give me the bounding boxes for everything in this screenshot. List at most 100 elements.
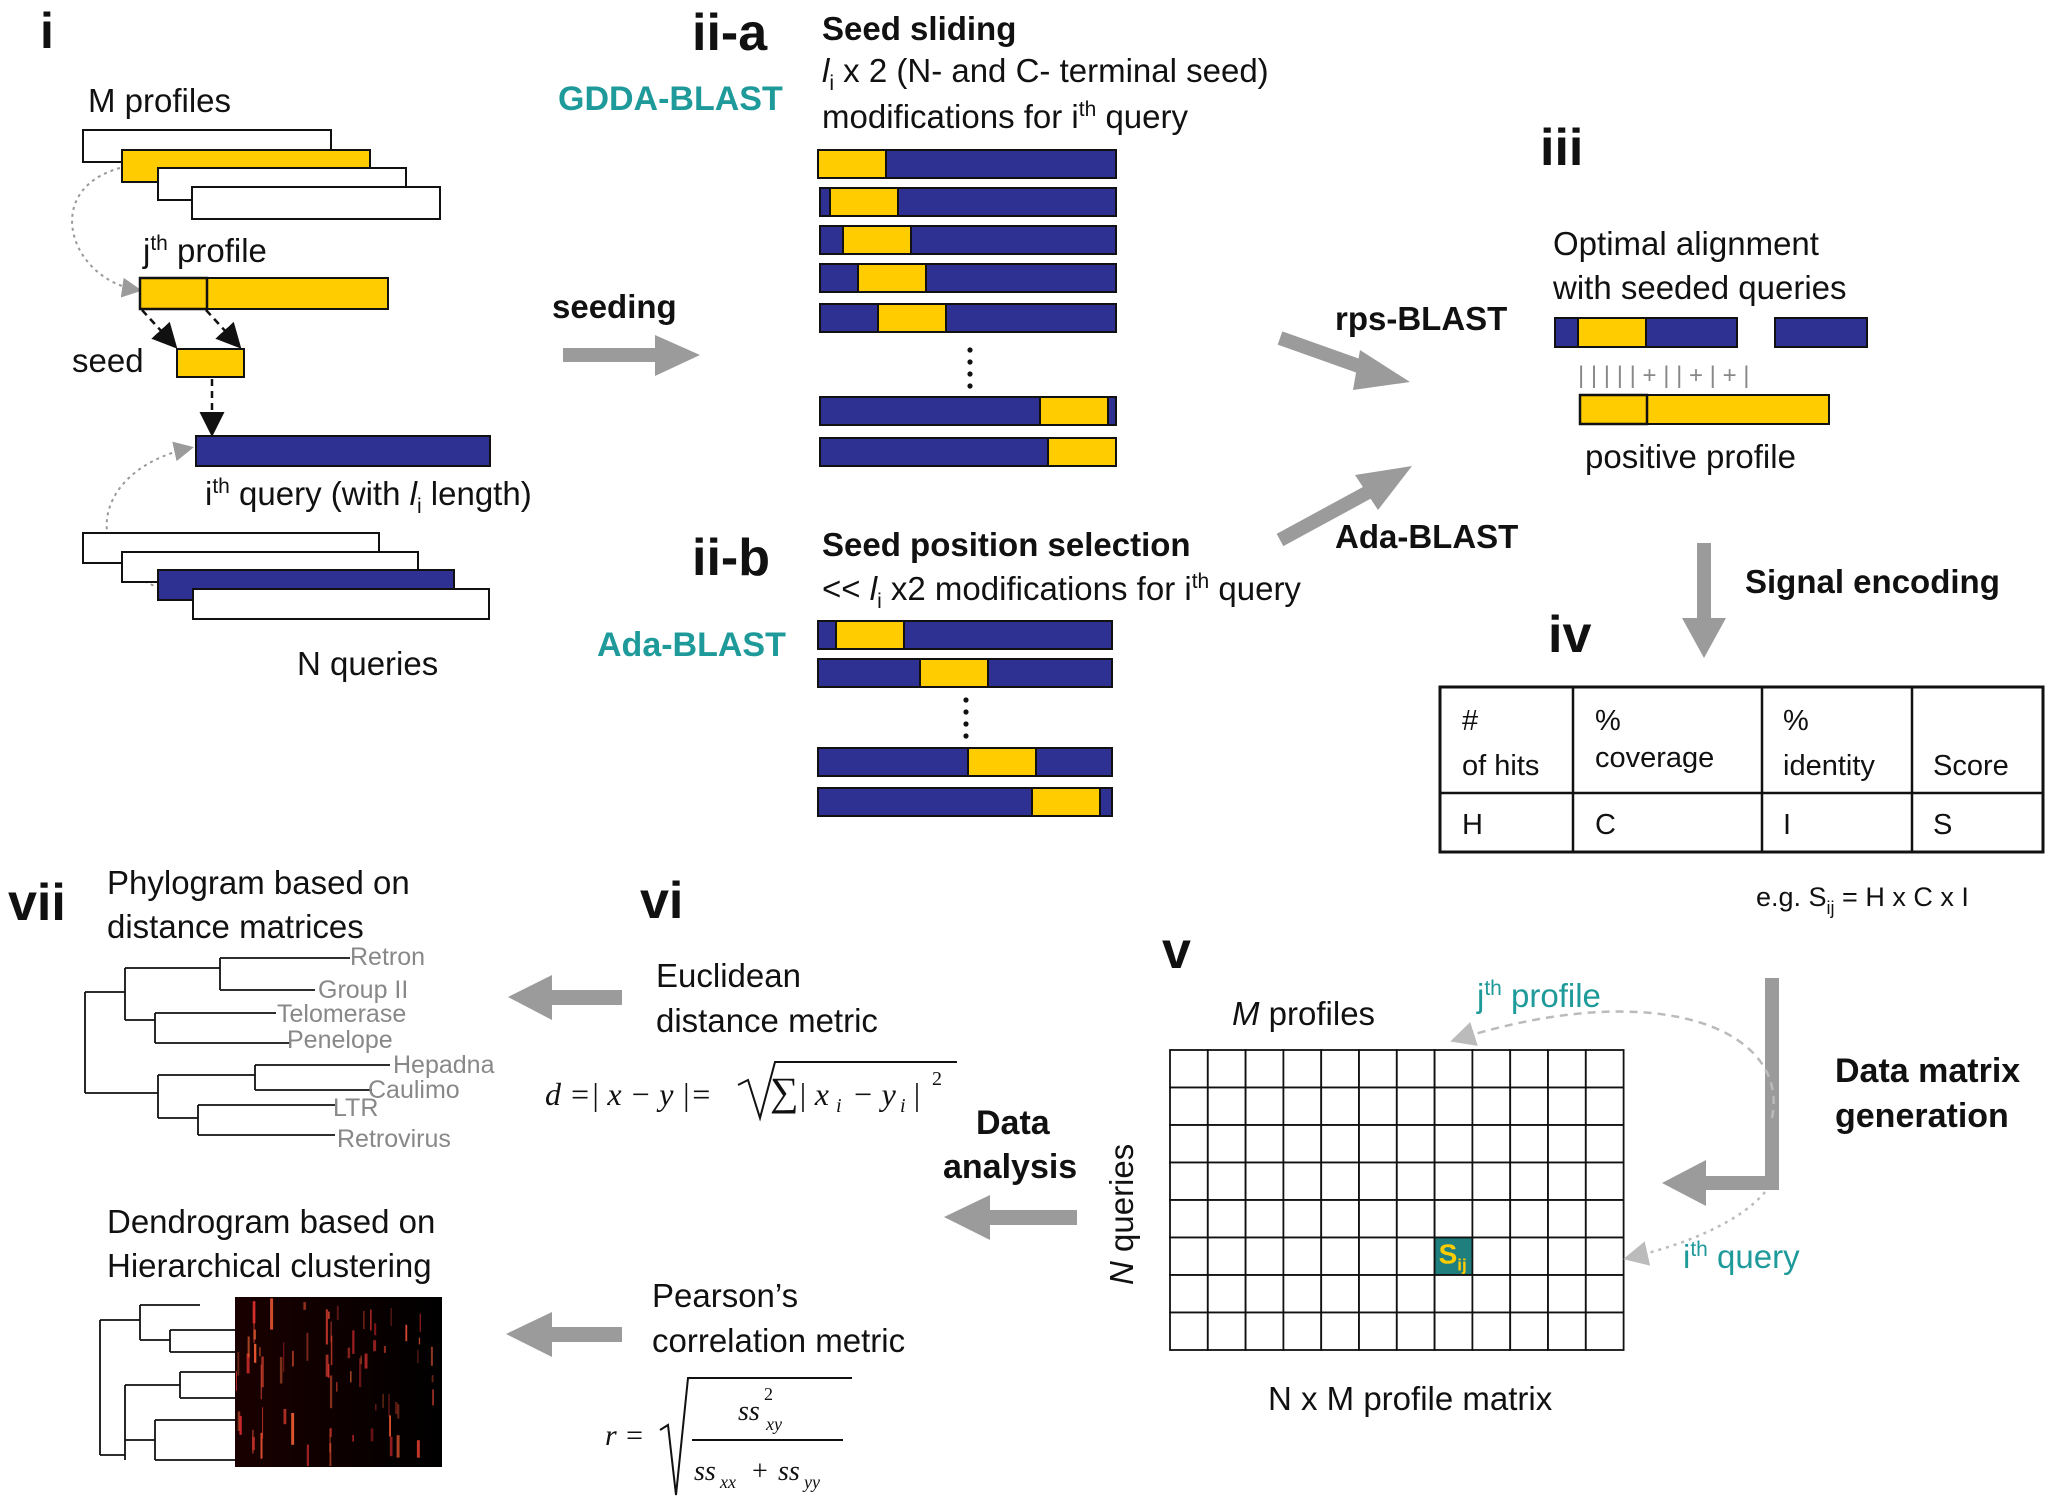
- matrix-cell: [1244, 1199, 1285, 1239]
- matrix-cell-sij: [1433, 1236, 1474, 1276]
- matrix-cell: [1320, 1049, 1360, 1089]
- rps-blast-label: rps-BLAST: [1335, 300, 1507, 337]
- heatmap-streak: [260, 1432, 263, 1459]
- jth-profile-pointer: [1450, 1010, 1775, 1119]
- matrix-cell: [1169, 1274, 1209, 1314]
- heatmap-streak: [236, 1371, 237, 1391]
- phylogram-l1: Phylogram based on: [107, 864, 410, 901]
- heatmap-streak: [405, 1324, 408, 1342]
- heatmap-streak: [325, 1309, 328, 1345]
- matrix-cell: [1547, 1274, 1587, 1314]
- phylogram-tree: [84, 957, 390, 1136]
- heatmap-streak: [259, 1347, 261, 1357]
- svg-text:ss: ss: [778, 1456, 800, 1487]
- seed-position-line1: << li x2 modifications for ith query: [822, 570, 1301, 613]
- jth-profile-label: jth profile: [142, 232, 267, 269]
- table-value-i: I: [1783, 809, 1791, 841]
- matrix-cell: [1471, 1311, 1512, 1351]
- matrix-cell: [1395, 1274, 1436, 1314]
- heatmap-streak: [306, 1332, 309, 1361]
- matrix-cell: [1547, 1124, 1587, 1164]
- heatmap-streak: [261, 1356, 264, 1388]
- heatmap-streak: [360, 1355, 362, 1365]
- heatmap-streaks: [236, 1298, 434, 1466]
- pearson-l1: Pearson’s: [652, 1277, 798, 1314]
- dendrogram-l1: Dendrogram based on: [107, 1203, 435, 1240]
- heatmap-streak: [419, 1313, 421, 1332]
- matrix-cell: [1509, 1086, 1549, 1126]
- seed-sliding-line2: modifications for ith query: [822, 98, 1188, 135]
- dendrogram-tree: [99, 1304, 235, 1461]
- matrix-cell: [1433, 1124, 1474, 1164]
- euclidean-l2: distance metric: [656, 1002, 878, 1039]
- pearson-arrow: [506, 1312, 622, 1357]
- matrix-cell: [1169, 1236, 1209, 1276]
- table-header-score: Score: [1933, 750, 2009, 782]
- curved-dotted-arrow-profile: [71, 167, 142, 298]
- m-profiles-label: M profiles: [88, 82, 231, 119]
- matrix-cell: [1584, 1124, 1625, 1164]
- matrix-cell: [1244, 1236, 1285, 1276]
- matrix-cell: [1282, 1236, 1323, 1276]
- matrix-cell: [1244, 1049, 1285, 1089]
- data-matrix-generation-l2: generation: [1835, 1097, 2009, 1135]
- seeding-label: seeding: [552, 288, 677, 325]
- matrix-cell: [1282, 1161, 1323, 1201]
- matrix-cell: [1169, 1199, 1209, 1239]
- data-analysis-arrow: [944, 1195, 1077, 1240]
- heatmap-streak: [279, 1357, 283, 1384]
- matrix-cell: [1471, 1199, 1512, 1239]
- matrix-cell: [1509, 1049, 1549, 1089]
- heatmap-streak: [254, 1343, 257, 1363]
- matrix-cell: [1320, 1161, 1360, 1201]
- matrix-cell: [1282, 1086, 1323, 1126]
- table-header-identity: %: [1783, 705, 1809, 737]
- matrix-cell: [1282, 1199, 1323, 1239]
- query-stack: [82, 532, 490, 620]
- jth-profile-seed-box: [138, 276, 209, 311]
- matrix-cell: [1358, 1161, 1398, 1201]
- svg-text:xx: xx: [719, 1472, 736, 1492]
- svg-text:ss: ss: [738, 1396, 760, 1427]
- heatmap-streak: [329, 1443, 332, 1466]
- seed-box: [176, 348, 245, 378]
- matrix-cell: [1584, 1274, 1625, 1314]
- matrix-cell: [1509, 1236, 1549, 1276]
- heatmap-streak: [397, 1404, 400, 1419]
- svg-text:+: +: [752, 1456, 768, 1487]
- alignment-match-line: | | | | | + | | + | + |: [1578, 362, 1750, 389]
- pearson-l2: correlation metric: [652, 1322, 905, 1359]
- matrix-cell: [1244, 1086, 1285, 1126]
- euclidean-l1: Euclidean: [656, 957, 801, 994]
- taxon-hepadna: Hepadna: [393, 1051, 495, 1079]
- matrix-cell: [1169, 1161, 1209, 1201]
- heatmap-streak: [291, 1413, 295, 1445]
- matrix-ith-query: ith query: [1683, 1238, 1800, 1275]
- svg-text:yy: yy: [802, 1472, 820, 1492]
- heatmap-streak: [270, 1298, 274, 1330]
- table-header-identity-2: identity: [1783, 750, 1875, 782]
- svg-text:| x: | x: [798, 1076, 829, 1112]
- panel-iv-label: iv: [1548, 606, 1591, 664]
- svg-text:i: i: [900, 1095, 906, 1117]
- matrix-cell: [1320, 1199, 1360, 1239]
- heatmap-streak: [347, 1347, 351, 1359]
- heatmap-streak: [330, 1321, 332, 1342]
- matrix-cell: [1509, 1311, 1549, 1351]
- heatmap-streak: [306, 1444, 309, 1466]
- heatmap-streak: [370, 1309, 372, 1331]
- ada-blast-tool-label: Ada-BLAST: [597, 626, 786, 664]
- taxon-caulimo: Caulimo: [368, 1076, 460, 1104]
- matrix-cell: [1471, 1236, 1512, 1276]
- seed-dashed-arrow-right: [205, 309, 242, 349]
- heatmap-streak: [253, 1329, 256, 1340]
- matrix-cell: [1244, 1274, 1285, 1314]
- profile-matrix-grid: Sij: [1169, 1049, 1625, 1351]
- heatmap-streak: [283, 1409, 287, 1425]
- score-example: e.g. Sij = H x C x I: [1756, 882, 1969, 918]
- panel-iii-label: iii: [1540, 119, 1583, 177]
- heatmap-streak: [418, 1337, 421, 1345]
- matrix-cell: [1471, 1161, 1512, 1201]
- heatmap-streak: [373, 1340, 377, 1352]
- matrix-cell: [1358, 1199, 1398, 1239]
